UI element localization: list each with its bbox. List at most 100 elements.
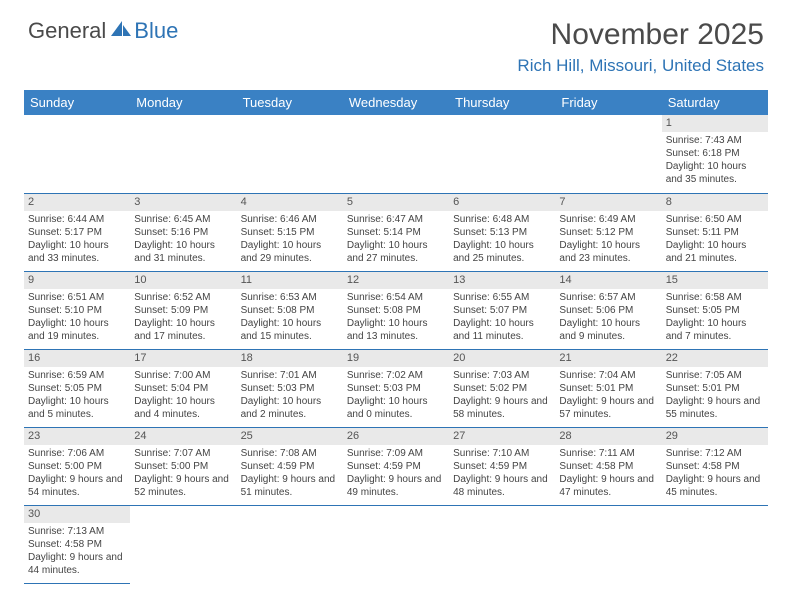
calendar-table: Sunday Monday Tuesday Wednesday Thursday…	[24, 90, 768, 584]
calendar-day-cell: 12Sunrise: 6:54 AMSunset: 5:08 PMDayligh…	[343, 271, 449, 349]
calendar-day-cell: 9Sunrise: 6:51 AMSunset: 5:10 PMDaylight…	[24, 271, 130, 349]
calendar-day-cell: 24Sunrise: 7:07 AMSunset: 5:00 PMDayligh…	[130, 427, 236, 505]
day-number: 9	[24, 272, 130, 289]
day-details: Sunrise: 7:09 AMSunset: 4:59 PMDaylight:…	[343, 445, 449, 502]
calendar-empty-cell	[449, 505, 555, 583]
day-details: Sunrise: 6:50 AMSunset: 5:11 PMDaylight:…	[662, 211, 768, 268]
calendar-day-cell: 15Sunrise: 6:58 AMSunset: 5:05 PMDayligh…	[662, 271, 768, 349]
day-details: Sunrise: 6:44 AMSunset: 5:17 PMDaylight:…	[24, 211, 130, 268]
day-number: 14	[555, 272, 661, 289]
calendar-row: 1Sunrise: 7:43 AMSunset: 6:18 PMDaylight…	[24, 115, 768, 193]
calendar-day-cell: 21Sunrise: 7:04 AMSunset: 5:01 PMDayligh…	[555, 349, 661, 427]
calendar-day-cell: 23Sunrise: 7:06 AMSunset: 5:00 PMDayligh…	[24, 427, 130, 505]
weekday-header: Thursday	[449, 90, 555, 115]
weekday-header: Monday	[130, 90, 236, 115]
calendar-day-cell: 28Sunrise: 7:11 AMSunset: 4:58 PMDayligh…	[555, 427, 661, 505]
day-details: Sunrise: 6:51 AMSunset: 5:10 PMDaylight:…	[24, 289, 130, 346]
day-number: 30	[24, 506, 130, 523]
calendar-row: 9Sunrise: 6:51 AMSunset: 5:10 PMDaylight…	[24, 271, 768, 349]
calendar-day-cell: 14Sunrise: 6:57 AMSunset: 5:06 PMDayligh…	[555, 271, 661, 349]
day-number: 16	[24, 350, 130, 367]
day-details: Sunrise: 7:03 AMSunset: 5:02 PMDaylight:…	[449, 367, 555, 424]
calendar-day-cell: 8Sunrise: 6:50 AMSunset: 5:11 PMDaylight…	[662, 193, 768, 271]
calendar-day-cell: 19Sunrise: 7:02 AMSunset: 5:03 PMDayligh…	[343, 349, 449, 427]
weekday-header: Sunday	[24, 90, 130, 115]
weekday-header: Saturday	[662, 90, 768, 115]
calendar-empty-cell	[343, 505, 449, 583]
day-number: 13	[449, 272, 555, 289]
day-details: Sunrise: 7:02 AMSunset: 5:03 PMDaylight:…	[343, 367, 449, 424]
day-details: Sunrise: 6:53 AMSunset: 5:08 PMDaylight:…	[237, 289, 343, 346]
calendar-day-cell: 29Sunrise: 7:12 AMSunset: 4:58 PMDayligh…	[662, 427, 768, 505]
day-details: Sunrise: 6:48 AMSunset: 5:13 PMDaylight:…	[449, 211, 555, 268]
day-number: 12	[343, 272, 449, 289]
month-title: November 2025	[517, 18, 764, 52]
calendar-day-cell: 20Sunrise: 7:03 AMSunset: 5:02 PMDayligh…	[449, 349, 555, 427]
day-details: Sunrise: 7:06 AMSunset: 5:00 PMDaylight:…	[24, 445, 130, 502]
calendar-empty-cell	[24, 115, 130, 193]
day-details: Sunrise: 7:11 AMSunset: 4:58 PMDaylight:…	[555, 445, 661, 502]
weekday-header: Wednesday	[343, 90, 449, 115]
sail-icon	[110, 20, 132, 38]
weekday-header: Tuesday	[237, 90, 343, 115]
day-number: 19	[343, 350, 449, 367]
day-details: Sunrise: 6:59 AMSunset: 5:05 PMDaylight:…	[24, 367, 130, 424]
calendar-empty-cell	[130, 115, 236, 193]
title-block: November 2025 Rich Hill, Missouri, Unite…	[517, 18, 764, 76]
day-number: 3	[130, 194, 236, 211]
calendar-empty-cell	[449, 115, 555, 193]
calendar-day-cell: 10Sunrise: 6:52 AMSunset: 5:09 PMDayligh…	[130, 271, 236, 349]
brand-word-1: General	[28, 18, 106, 44]
day-number: 26	[343, 428, 449, 445]
location-subtitle: Rich Hill, Missouri, United States	[517, 56, 764, 76]
day-details: Sunrise: 7:43 AMSunset: 6:18 PMDaylight:…	[662, 132, 768, 189]
calendar-day-cell: 5Sunrise: 6:47 AMSunset: 5:14 PMDaylight…	[343, 193, 449, 271]
day-details: Sunrise: 7:10 AMSunset: 4:59 PMDaylight:…	[449, 445, 555, 502]
calendar-row: 2Sunrise: 6:44 AMSunset: 5:17 PMDaylight…	[24, 193, 768, 271]
calendar-day-cell: 4Sunrise: 6:46 AMSunset: 5:15 PMDaylight…	[237, 193, 343, 271]
calendar-row: 16Sunrise: 6:59 AMSunset: 5:05 PMDayligh…	[24, 349, 768, 427]
day-number: 10	[130, 272, 236, 289]
calendar-day-cell: 6Sunrise: 6:48 AMSunset: 5:13 PMDaylight…	[449, 193, 555, 271]
day-details: Sunrise: 6:54 AMSunset: 5:08 PMDaylight:…	[343, 289, 449, 346]
day-number: 17	[130, 350, 236, 367]
calendar-day-cell: 30Sunrise: 7:13 AMSunset: 4:58 PMDayligh…	[24, 505, 130, 583]
day-number: 23	[24, 428, 130, 445]
brand-word-2: Blue	[134, 18, 178, 44]
calendar-day-cell: 11Sunrise: 6:53 AMSunset: 5:08 PMDayligh…	[237, 271, 343, 349]
calendar-day-cell: 3Sunrise: 6:45 AMSunset: 5:16 PMDaylight…	[130, 193, 236, 271]
day-number: 1	[662, 115, 768, 132]
calendar-day-cell: 25Sunrise: 7:08 AMSunset: 4:59 PMDayligh…	[237, 427, 343, 505]
calendar-day-cell: 13Sunrise: 6:55 AMSunset: 5:07 PMDayligh…	[449, 271, 555, 349]
day-details: Sunrise: 7:05 AMSunset: 5:01 PMDaylight:…	[662, 367, 768, 424]
day-details: Sunrise: 6:45 AMSunset: 5:16 PMDaylight:…	[130, 211, 236, 268]
day-number: 22	[662, 350, 768, 367]
day-number: 28	[555, 428, 661, 445]
calendar-day-cell: 22Sunrise: 7:05 AMSunset: 5:01 PMDayligh…	[662, 349, 768, 427]
day-details: Sunrise: 7:08 AMSunset: 4:59 PMDaylight:…	[237, 445, 343, 502]
day-details: Sunrise: 7:07 AMSunset: 5:00 PMDaylight:…	[130, 445, 236, 502]
day-number: 20	[449, 350, 555, 367]
day-details: Sunrise: 6:52 AMSunset: 5:09 PMDaylight:…	[130, 289, 236, 346]
calendar-day-cell: 2Sunrise: 6:44 AMSunset: 5:17 PMDaylight…	[24, 193, 130, 271]
calendar-day-cell: 27Sunrise: 7:10 AMSunset: 4:59 PMDayligh…	[449, 427, 555, 505]
weekday-header: Friday	[555, 90, 661, 115]
calendar-day-cell: 17Sunrise: 7:00 AMSunset: 5:04 PMDayligh…	[130, 349, 236, 427]
day-details: Sunrise: 7:13 AMSunset: 4:58 PMDaylight:…	[24, 523, 130, 580]
day-number: 4	[237, 194, 343, 211]
calendar-empty-cell	[555, 115, 661, 193]
day-details: Sunrise: 6:47 AMSunset: 5:14 PMDaylight:…	[343, 211, 449, 268]
day-details: Sunrise: 6:57 AMSunset: 5:06 PMDaylight:…	[555, 289, 661, 346]
calendar-empty-cell	[130, 505, 236, 583]
calendar-row: 23Sunrise: 7:06 AMSunset: 5:00 PMDayligh…	[24, 427, 768, 505]
day-details: Sunrise: 6:46 AMSunset: 5:15 PMDaylight:…	[237, 211, 343, 268]
day-details: Sunrise: 7:01 AMSunset: 5:03 PMDaylight:…	[237, 367, 343, 424]
day-details: Sunrise: 6:58 AMSunset: 5:05 PMDaylight:…	[662, 289, 768, 346]
calendar-empty-cell	[343, 115, 449, 193]
calendar-empty-cell	[237, 115, 343, 193]
brand-logo: General Blue	[28, 18, 178, 44]
day-number: 27	[449, 428, 555, 445]
calendar-day-cell: 16Sunrise: 6:59 AMSunset: 5:05 PMDayligh…	[24, 349, 130, 427]
day-number: 15	[662, 272, 768, 289]
day-number: 2	[24, 194, 130, 211]
